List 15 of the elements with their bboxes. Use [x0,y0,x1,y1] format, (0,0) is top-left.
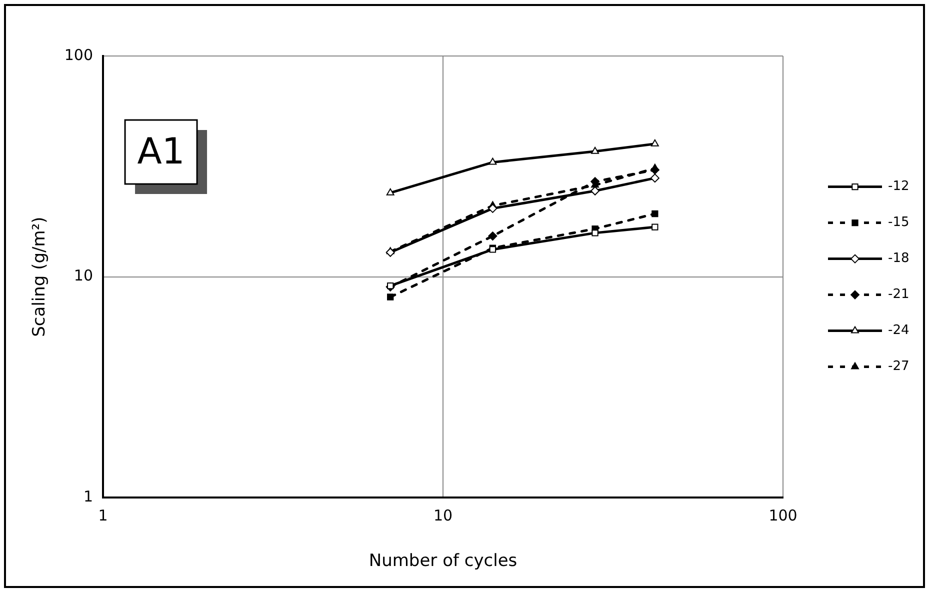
x-tick-label: 10 [433,506,453,524]
legend-label: -27 [888,359,910,374]
x-axis-title: Number of cycles [368,551,518,572]
legend-label: -15 [888,215,910,230]
legend-label: -18 [888,251,910,266]
legend-label: -24 [888,323,910,338]
x-tick-label: 100 [768,506,798,524]
y-tick-label: 100 [64,46,94,64]
legend-label: -21 [888,287,910,302]
y-axis-title: Scaling (g/m²) [30,216,50,337]
y-tick-label: 1 [83,487,94,506]
annotation: A1 [137,131,185,172]
y-tick-label: 10 [74,266,94,285]
x-tick-label: 1 [98,506,108,524]
legend-label: -12 [888,179,910,194]
